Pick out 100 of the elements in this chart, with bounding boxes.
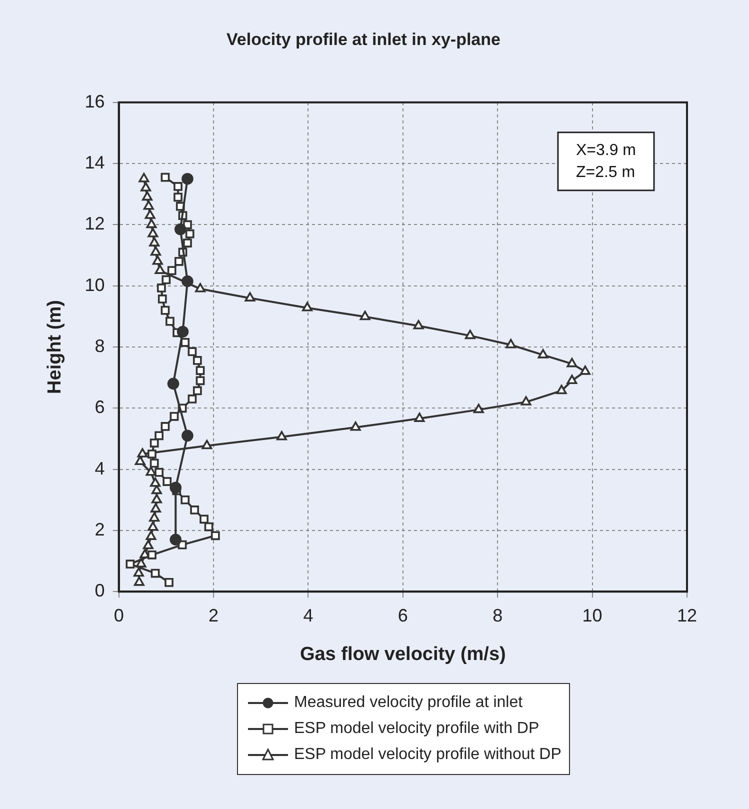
point: [164, 578, 174, 587]
point: [180, 495, 190, 504]
y-tick-label: 12: [84, 214, 105, 234]
y-tick-label: 10: [84, 274, 105, 295]
point: [473, 404, 484, 414]
point: [162, 275, 171, 284]
point: [192, 356, 202, 365]
point: [148, 228, 158, 238]
point: [182, 172, 194, 185]
point: [166, 316, 174, 326]
point: [414, 412, 425, 422]
point: [158, 294, 167, 304]
point: [167, 266, 176, 275]
point: [174, 192, 182, 202]
x-tick-label: 12: [676, 605, 698, 626]
point: [149, 512, 160, 522]
point: [157, 284, 166, 292]
point: [126, 560, 135, 569]
point: [150, 246, 161, 256]
point: [196, 366, 205, 375]
point: [154, 468, 164, 477]
point: [244, 292, 256, 302]
point: [176, 326, 189, 338]
x-tick-label: 6: [398, 605, 408, 626]
point: [182, 275, 194, 288]
point: [142, 191, 152, 201]
x-tick-label: 0: [114, 605, 124, 626]
point: [520, 396, 532, 406]
point: [150, 458, 159, 468]
point: [162, 477, 172, 486]
point: [149, 237, 160, 246]
point: [137, 448, 148, 458]
y-tick-label: 14: [84, 152, 105, 173]
point: [195, 283, 206, 292]
point: [174, 182, 182, 191]
point: [148, 450, 156, 458]
point: [464, 330, 476, 340]
x-tick-label: 2: [208, 605, 219, 626]
point: [150, 477, 161, 487]
point: [170, 412, 179, 421]
point: [142, 540, 154, 550]
legend-label: ESP model velocity profile with DP: [294, 720, 540, 738]
point: [190, 506, 200, 514]
legend-label: Measured velocity profile at inlet: [294, 694, 523, 712]
point: [360, 310, 370, 320]
point: [152, 255, 163, 265]
point: [170, 534, 182, 546]
point: [188, 394, 197, 404]
x-tick-label: 4: [303, 605, 314, 626]
point: [140, 182, 152, 192]
legend-label: ESP model velocity profile without DP: [294, 746, 562, 764]
point: [144, 210, 156, 219]
point: [196, 376, 205, 386]
point: [160, 172, 170, 182]
y-tick-label: 4: [94, 458, 105, 478]
point: [185, 229, 194, 238]
point: [146, 218, 157, 228]
point: [202, 440, 212, 450]
point: [154, 431, 164, 440]
chart-title: Velocity profile at inlet in xy-plane: [226, 30, 500, 49]
y-tick-label: 2: [94, 519, 105, 540]
point: [276, 430, 287, 440]
y-axis-title: Height (m): [44, 300, 66, 394]
point: [160, 422, 170, 431]
annotation: X=3.9 m Z=2.5 m: [576, 142, 636, 181]
point: [150, 438, 159, 448]
point: [151, 494, 162, 504]
point: [138, 172, 150, 182]
y-tick-label: 16: [84, 91, 105, 112]
point: [148, 550, 156, 560]
point: [413, 320, 424, 330]
point: [170, 482, 182, 494]
point: [133, 567, 144, 577]
point: [146, 530, 156, 540]
y-tick-label: 8: [94, 336, 105, 356]
point: [182, 430, 194, 442]
point: [143, 200, 154, 210]
y-tick-label: 6: [94, 397, 105, 418]
point: [204, 522, 214, 532]
point: [538, 349, 548, 358]
point: [506, 338, 516, 348]
point: [580, 366, 590, 375]
x-tick-label: 10: [582, 605, 602, 626]
point: [302, 302, 312, 312]
point: [160, 306, 170, 315]
point: [134, 576, 144, 586]
x-axis-title: Gas flow velocity (m/s): [300, 644, 506, 665]
point: [134, 456, 146, 466]
y-tick-label: 0: [94, 580, 105, 601]
point: [174, 223, 186, 236]
point: [200, 514, 208, 524]
point: [148, 521, 158, 531]
point: [188, 347, 197, 356]
point: [174, 256, 184, 266]
point: [167, 378, 180, 390]
point: [210, 531, 220, 540]
point: [150, 568, 160, 578]
point: [154, 264, 166, 274]
point: [183, 238, 192, 248]
point: [146, 466, 156, 476]
